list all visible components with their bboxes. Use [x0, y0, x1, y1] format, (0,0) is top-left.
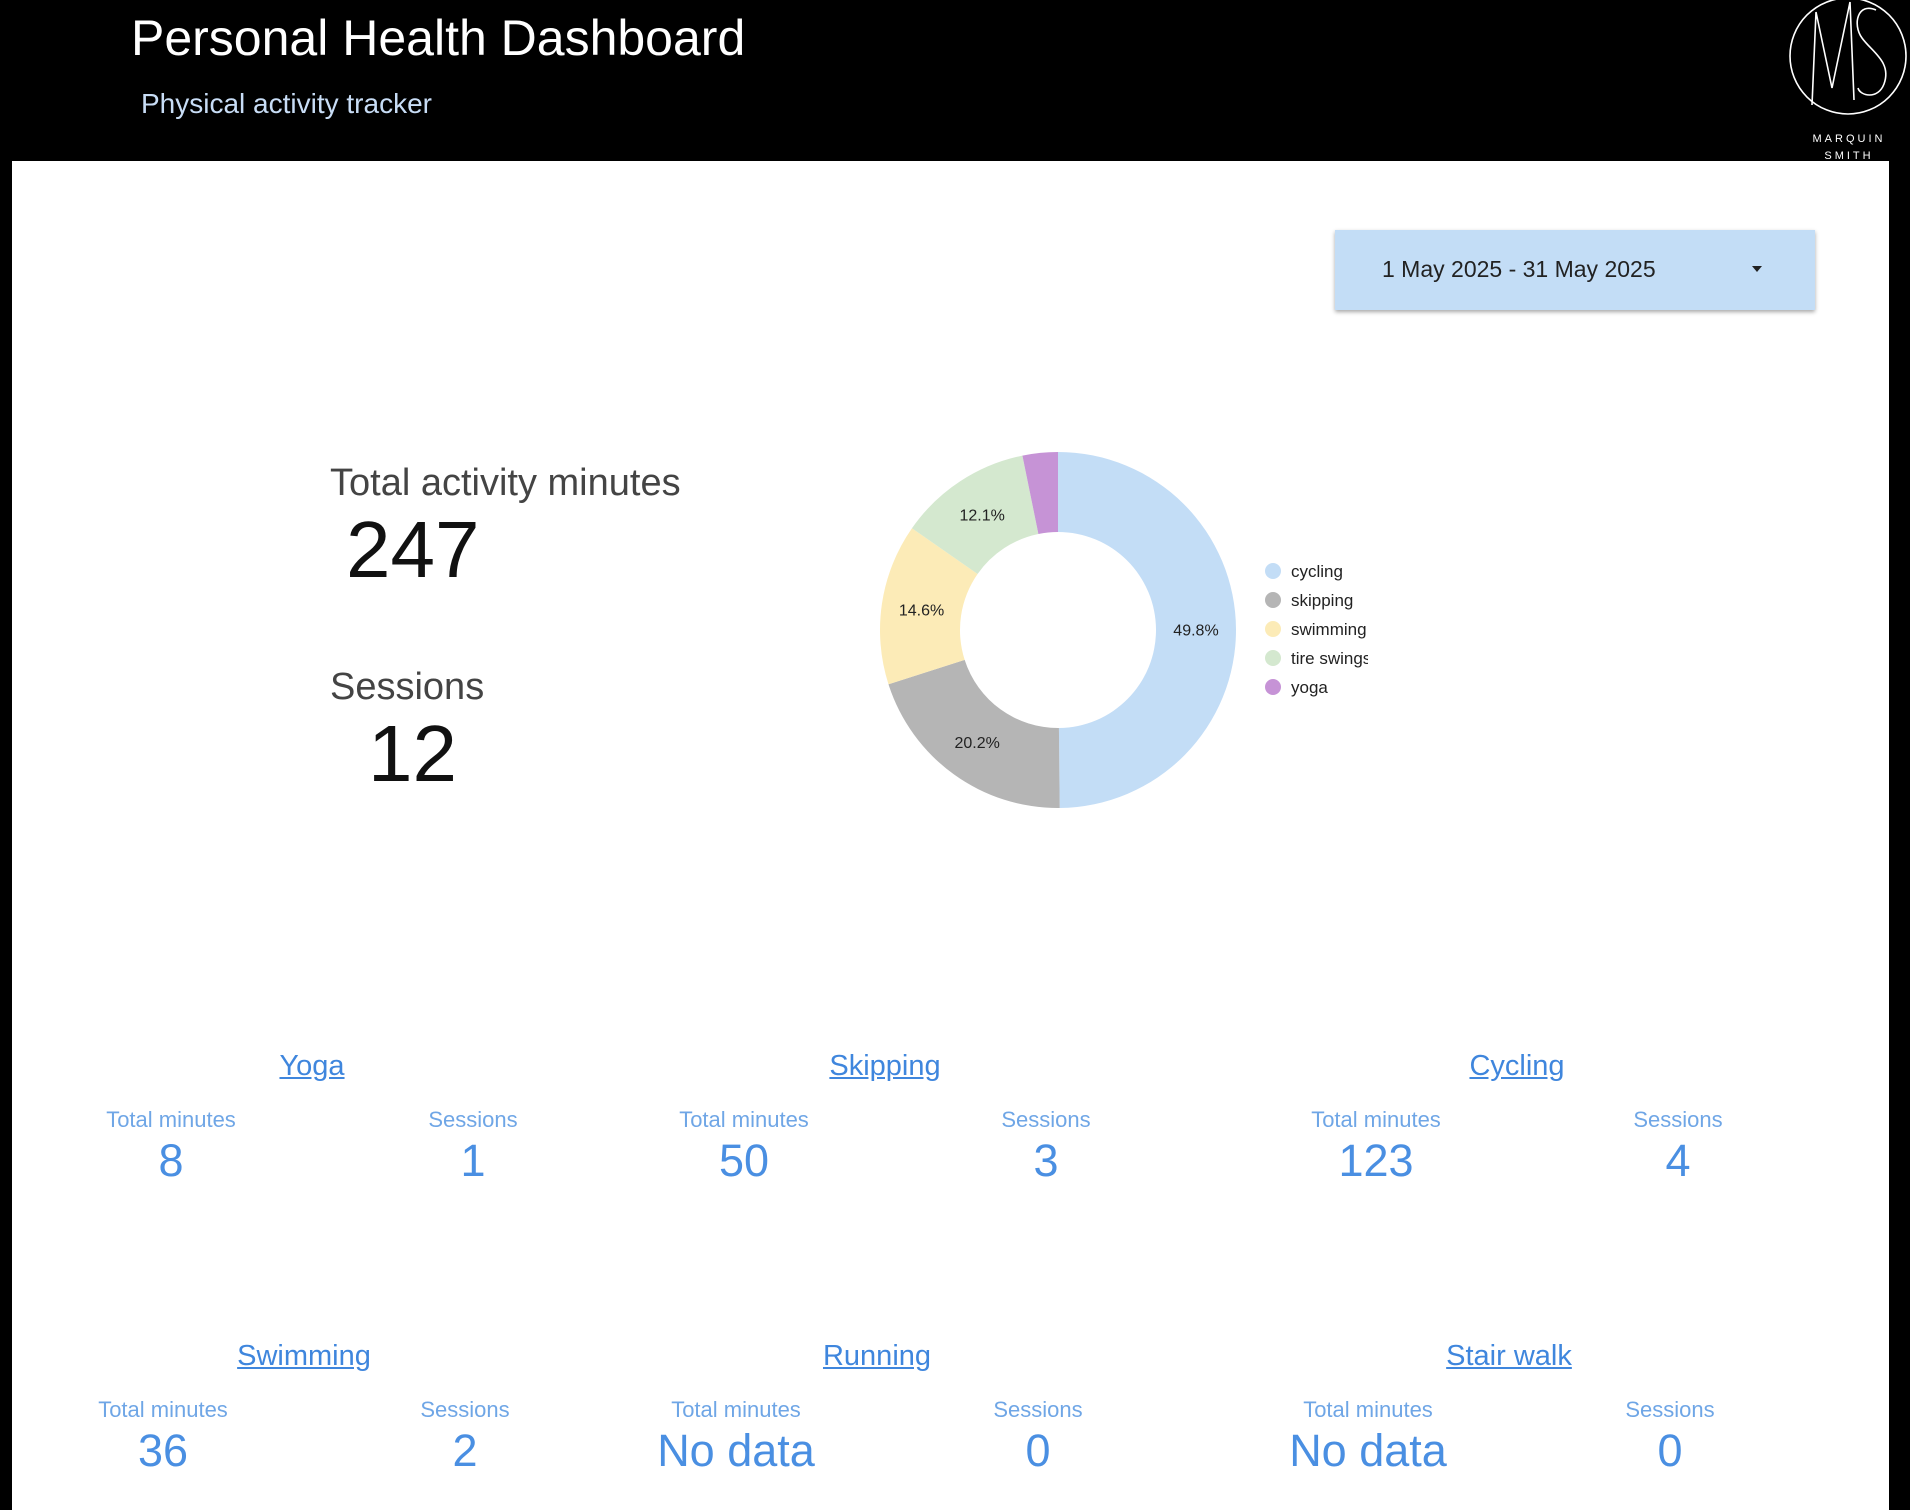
- sessions-value: 12: [368, 709, 457, 798]
- stair-walk-link[interactable]: Stair walk: [1446, 1340, 1572, 1372]
- legend-item-yoga[interactable]: yoga: [1291, 678, 1328, 697]
- legend-swatch-tire-swings: [1265, 650, 1281, 666]
- skipping-minutes-label: Total minutes: [679, 1107, 809, 1132]
- date-range-value: 1 May 2025 - 31 May 2025: [1382, 256, 1656, 282]
- yoga-link[interactable]: Yoga: [279, 1050, 345, 1082]
- cycling-minutes-label: Total minutes: [1311, 1107, 1441, 1132]
- donut-data-labels: 49.8% 20.2% 14.6% 12.1%: [899, 508, 1219, 752]
- skipping-sessions-value: 3: [1033, 1135, 1059, 1186]
- page-title: Personal Health Dashboard: [131, 10, 746, 66]
- donut-slice-swimming[interactable]: [880, 528, 978, 685]
- data-label-tire-swings: 12.1%: [959, 508, 1004, 525]
- page-subtitle: Physical activity tracker: [141, 88, 432, 119]
- svg-text:MARQUIN: MARQUIN: [1813, 133, 1886, 145]
- legend-item-skipping[interactable]: skipping: [1291, 591, 1353, 610]
- date-range-picker[interactable]: 1 May 2025 - 31 May 2025: [1335, 230, 1815, 310]
- cycling-link[interactable]: Cycling: [1469, 1050, 1565, 1082]
- stair-walk-minutes-value: No data: [1289, 1425, 1447, 1476]
- legend-swatch-cycling: [1265, 563, 1281, 579]
- donut-slice-tire-swings[interactable]: [911, 455, 1039, 574]
- legend-swatch-yoga: [1265, 679, 1281, 695]
- svg-text:SMITH: SMITH: [1824, 150, 1873, 161]
- data-label-swimming: 14.6%: [899, 602, 944, 619]
- data-label-cycling: 49.8%: [1173, 622, 1218, 639]
- data-label-skipping: 20.2%: [954, 735, 999, 752]
- running-sessions-label: Sessions: [993, 1397, 1083, 1422]
- legend-swatch-skipping: [1265, 592, 1281, 608]
- skipping-minutes-value: 50: [718, 1135, 770, 1186]
- swimming-link[interactable]: Swimming: [237, 1340, 371, 1372]
- running-minutes-value: No data: [657, 1425, 815, 1476]
- sessions-label: Sessions: [330, 666, 485, 708]
- swimming-sessions-value: 2: [452, 1425, 478, 1476]
- swimming-minutes-value: 36: [137, 1425, 189, 1476]
- yoga-minutes-value: 8: [158, 1135, 184, 1186]
- activity-donut-chart: 49.8% 20.2% 14.6% 12.1% cycling skipping swim…: [880, 452, 1368, 808]
- legend-item-tire-swings[interactable]: tire swings: [1291, 649, 1368, 668]
- cycling-sessions-label: Sessions: [1633, 1107, 1723, 1132]
- stair-walk-sessions-value: 0: [1657, 1425, 1683, 1476]
- total-minutes-value: 247: [346, 505, 480, 594]
- brand-logo: MARQUIN SMITH: [1789, 0, 1907, 161]
- legend-item-swimming[interactable]: swimming: [1291, 620, 1367, 639]
- chart-legend: cycling skipping swimming tire swings yoga: [1265, 562, 1368, 697]
- donut-slices: [880, 452, 1236, 808]
- total-minutes-label: Total activity minutes: [330, 462, 681, 504]
- legend-item-cycling[interactable]: cycling: [1291, 562, 1343, 581]
- donut-slice-skipping[interactable]: [888, 659, 1060, 808]
- skipping-link[interactable]: Skipping: [829, 1050, 941, 1082]
- cycling-minutes-value: 123: [1338, 1135, 1414, 1186]
- swimming-sessions-label: Sessions: [420, 1397, 510, 1422]
- swimming-minutes-label: Total minutes: [98, 1397, 228, 1422]
- donut-slice-cycling[interactable]: [1058, 452, 1236, 808]
- running-sessions-value: 0: [1025, 1425, 1051, 1476]
- skipping-sessions-label: Sessions: [1001, 1107, 1091, 1132]
- chevron-down-icon: [1752, 266, 1762, 272]
- report-canvas: [12, 161, 1889, 1510]
- yoga-minutes-label: Total minutes: [106, 1107, 236, 1132]
- stair-walk-sessions-label: Sessions: [1625, 1397, 1715, 1422]
- donut-slice-yoga[interactable]: [1022, 452, 1058, 534]
- stair-walk-minutes-label: Total minutes: [1303, 1397, 1433, 1422]
- yoga-sessions-label: Sessions: [428, 1107, 518, 1132]
- running-minutes-label: Total minutes: [671, 1397, 801, 1422]
- yoga-sessions-value: 1: [460, 1135, 486, 1186]
- legend-swatch-swimming: [1265, 621, 1281, 637]
- running-link[interactable]: Running: [822, 1340, 932, 1372]
- cycling-sessions-value: 4: [1665, 1135, 1691, 1186]
